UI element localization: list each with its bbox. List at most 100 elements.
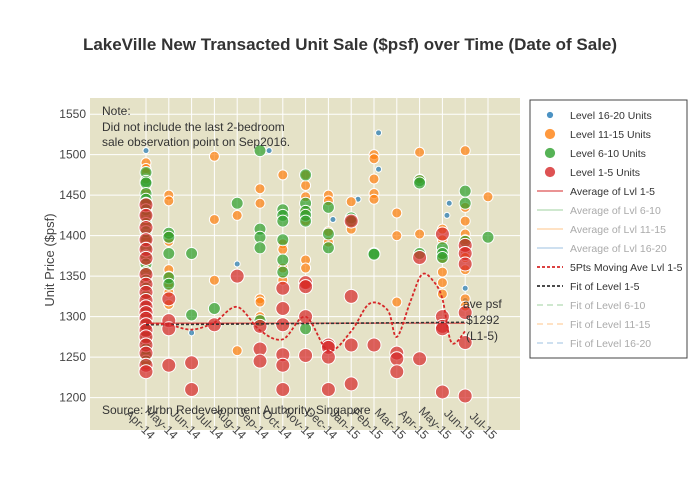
data-point bbox=[162, 230, 176, 244]
data-point bbox=[321, 227, 335, 241]
data-point bbox=[185, 308, 199, 322]
data-point bbox=[320, 382, 336, 398]
data-point bbox=[375, 129, 383, 137]
data-point bbox=[459, 215, 471, 227]
note-line-3: sale observation point on Sep2016. bbox=[102, 135, 290, 149]
legend-item: 5Pts Moving Ave Lvl 1-5 bbox=[537, 262, 683, 274]
annotation-line-2: $1292 bbox=[466, 313, 500, 327]
data-point bbox=[368, 173, 380, 185]
data-point bbox=[391, 296, 403, 308]
data-point bbox=[299, 168, 313, 182]
y-tick-label: 1450 bbox=[59, 188, 86, 202]
legend: Level 16-20 Units Level 11-15 Units Level … bbox=[529, 99, 688, 359]
data-point bbox=[208, 150, 220, 162]
data-point bbox=[329, 215, 337, 223]
y-tick-label: 1550 bbox=[59, 107, 86, 121]
data-point bbox=[184, 355, 200, 371]
data-point bbox=[435, 251, 449, 265]
data-point bbox=[162, 277, 176, 291]
data-point bbox=[254, 296, 266, 308]
data-point bbox=[389, 364, 405, 380]
y-tick-label: 1400 bbox=[59, 229, 86, 243]
data-point bbox=[231, 345, 243, 357]
data-point bbox=[457, 256, 473, 272]
annotation-line-1: ave psf bbox=[463, 297, 502, 311]
data-point bbox=[343, 213, 359, 229]
data-point bbox=[138, 250, 154, 266]
legend-label: Level 11-15 Units bbox=[570, 129, 651, 141]
data-point bbox=[343, 376, 359, 392]
legend-label: Average of Lvl 1-5 bbox=[570, 186, 655, 198]
data-point bbox=[461, 284, 469, 292]
data-point bbox=[298, 279, 314, 295]
data-point bbox=[300, 179, 312, 191]
data-point bbox=[275, 280, 291, 296]
y-tick-label: 1250 bbox=[59, 350, 86, 364]
data-point bbox=[459, 145, 471, 157]
legend-label: Fit of Level 6-10 bbox=[570, 300, 645, 312]
data-point bbox=[300, 262, 312, 274]
data-point bbox=[275, 382, 291, 398]
data-point bbox=[275, 357, 291, 373]
data-point bbox=[162, 246, 176, 260]
data-point bbox=[207, 302, 221, 316]
data-point bbox=[481, 230, 495, 244]
moving-average-line bbox=[145, 272, 466, 352]
data-point bbox=[457, 335, 473, 351]
legend-item: Level 11-15 Units bbox=[544, 128, 651, 141]
data-point bbox=[414, 228, 426, 240]
legend-label: Average of Lvl 11-15 bbox=[570, 224, 666, 236]
legend-item: Fit of Level 6-10 bbox=[537, 300, 645, 312]
chart-title: LakeVille New Transacted Unit Sale ($psf… bbox=[83, 35, 617, 54]
legend-marker bbox=[544, 128, 556, 140]
data-point bbox=[230, 196, 244, 210]
data-point bbox=[208, 213, 220, 225]
avg-annotation: ave psf $1292 (L1-5) bbox=[463, 297, 502, 343]
legend-label: Average of Lvl 6-10 bbox=[570, 205, 661, 217]
y-tick-label: 1300 bbox=[59, 310, 86, 324]
note-line-2: Did not include the last 2-bedroom bbox=[102, 120, 285, 134]
legend-item: Level 6-10 Units bbox=[544, 147, 646, 160]
data-point bbox=[482, 191, 494, 203]
data-point bbox=[391, 207, 403, 219]
data-point bbox=[138, 364, 154, 380]
legend-item: Level 1-5 Units bbox=[544, 166, 640, 179]
data-point bbox=[413, 176, 427, 190]
legend-item: Fit of Level 1-5 bbox=[537, 281, 640, 293]
legend-item: Fit of Level 16-20 bbox=[537, 338, 651, 350]
data-point bbox=[184, 382, 200, 398]
data-point bbox=[367, 247, 381, 261]
data-point bbox=[412, 351, 428, 367]
source-text: Source: Urbn Redevelopment Authority, Si… bbox=[102, 403, 371, 417]
y-tick-label: 1200 bbox=[59, 391, 86, 405]
annotation-line-3: (L1-5) bbox=[466, 329, 498, 343]
data-point bbox=[252, 353, 268, 369]
legend-item: Fit of Level 11-15 bbox=[537, 319, 651, 331]
legend-marker bbox=[544, 166, 556, 178]
legend-label: Fit of Level 11-15 bbox=[570, 319, 651, 331]
data-point bbox=[443, 211, 451, 219]
data-point bbox=[299, 322, 313, 336]
data-point bbox=[457, 388, 473, 404]
data-point bbox=[253, 144, 267, 158]
data-point bbox=[142, 147, 150, 155]
data-point bbox=[375, 165, 383, 173]
data-point bbox=[345, 196, 357, 208]
data-point bbox=[276, 265, 290, 279]
legend-item: Average of Lvl 1-5 bbox=[537, 186, 655, 198]
fit-level-1-5-line bbox=[145, 321, 466, 326]
data-point bbox=[320, 349, 336, 365]
data-point bbox=[231, 209, 243, 221]
legend-item: Average of Lvl 11-15 bbox=[537, 224, 666, 236]
data-point bbox=[299, 214, 313, 228]
data-point bbox=[277, 169, 289, 181]
data-point bbox=[298, 348, 314, 364]
legend-label: Fit of Level 16-20 bbox=[570, 338, 651, 350]
data-point bbox=[208, 274, 220, 286]
data-point bbox=[436, 277, 448, 289]
legend-label: Level 6-10 Units bbox=[570, 148, 646, 160]
data-point bbox=[434, 384, 450, 400]
data-point bbox=[229, 268, 245, 284]
data-point bbox=[233, 260, 241, 268]
data-point bbox=[253, 241, 267, 255]
